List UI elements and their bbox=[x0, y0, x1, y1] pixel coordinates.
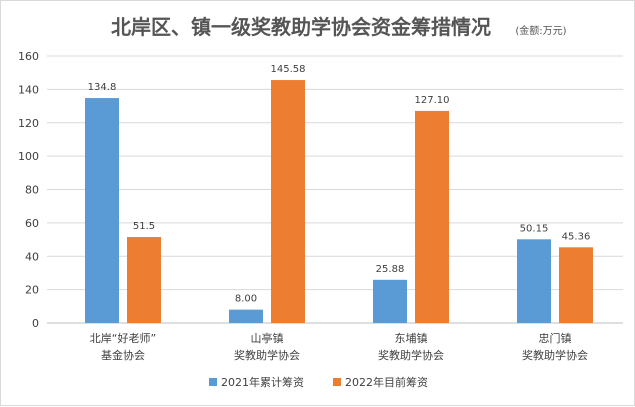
x-category-label: 东埔镇 bbox=[395, 331, 428, 345]
x-category-label: 北岸“好老师” bbox=[90, 331, 156, 345]
x-category-label: 奖教助学协会 bbox=[378, 348, 444, 362]
x-category-label: 奖教助学协会 bbox=[522, 348, 588, 362]
data-label: 145.58 bbox=[271, 64, 306, 75]
bar-series1-cat2 bbox=[415, 110, 449, 323]
data-label: 134.8 bbox=[88, 82, 117, 93]
chart-title-unit: (金额:万元) bbox=[515, 24, 566, 37]
x-category-label: 忠门镇 bbox=[539, 331, 572, 345]
x-category-label: 基金协会 bbox=[101, 348, 145, 362]
y-tick-label: 80 bbox=[25, 184, 39, 197]
data-label: 45.36 bbox=[562, 231, 591, 242]
bar-series0-cat2 bbox=[373, 279, 407, 323]
legend-swatch bbox=[209, 378, 217, 386]
bar-series0-cat3 bbox=[517, 239, 551, 323]
y-tick-label: 60 bbox=[25, 217, 39, 230]
y-tick-label: 0 bbox=[32, 317, 39, 330]
bar-series0-cat0 bbox=[85, 98, 119, 324]
data-label: 50.15 bbox=[520, 223, 549, 234]
bar-series1-cat0 bbox=[127, 237, 161, 323]
y-tick-label: 120 bbox=[18, 117, 39, 130]
y-tick-label: 20 bbox=[25, 284, 39, 297]
legend-swatch bbox=[333, 378, 341, 386]
bar-series1-cat3 bbox=[559, 247, 593, 323]
data-label: 25.88 bbox=[376, 264, 405, 275]
bar-series1-cat1 bbox=[271, 80, 305, 323]
bar-series0-cat1 bbox=[229, 309, 263, 323]
legend-label: 2022年目前筹资 bbox=[345, 375, 428, 389]
y-tick-label: 40 bbox=[25, 250, 39, 263]
data-label: 127.10 bbox=[415, 95, 450, 106]
y-tick-label: 140 bbox=[18, 83, 39, 96]
x-category-label: 山亭镇 bbox=[251, 331, 284, 345]
x-category-label: 奖教助学协会 bbox=[234, 348, 300, 362]
legend-label: 2021年累计筹资 bbox=[221, 375, 304, 389]
y-tick-label: 160 bbox=[18, 50, 39, 63]
data-label: 51.5 bbox=[133, 221, 155, 232]
data-label: 8.00 bbox=[235, 294, 257, 305]
chart-title: 北岸区、镇一级奖教助学协会资金筹措情况 bbox=[111, 15, 491, 39]
y-tick-label: 100 bbox=[18, 150, 39, 163]
